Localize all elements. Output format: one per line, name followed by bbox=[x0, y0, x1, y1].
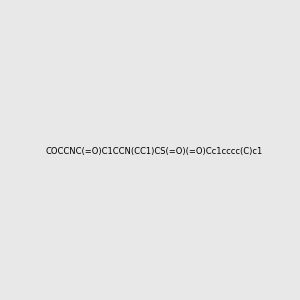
Text: COCCNC(=O)C1CCN(CC1)CS(=O)(=O)Cc1cccc(C)c1: COCCNC(=O)C1CCN(CC1)CS(=O)(=O)Cc1cccc(C)… bbox=[45, 147, 262, 156]
